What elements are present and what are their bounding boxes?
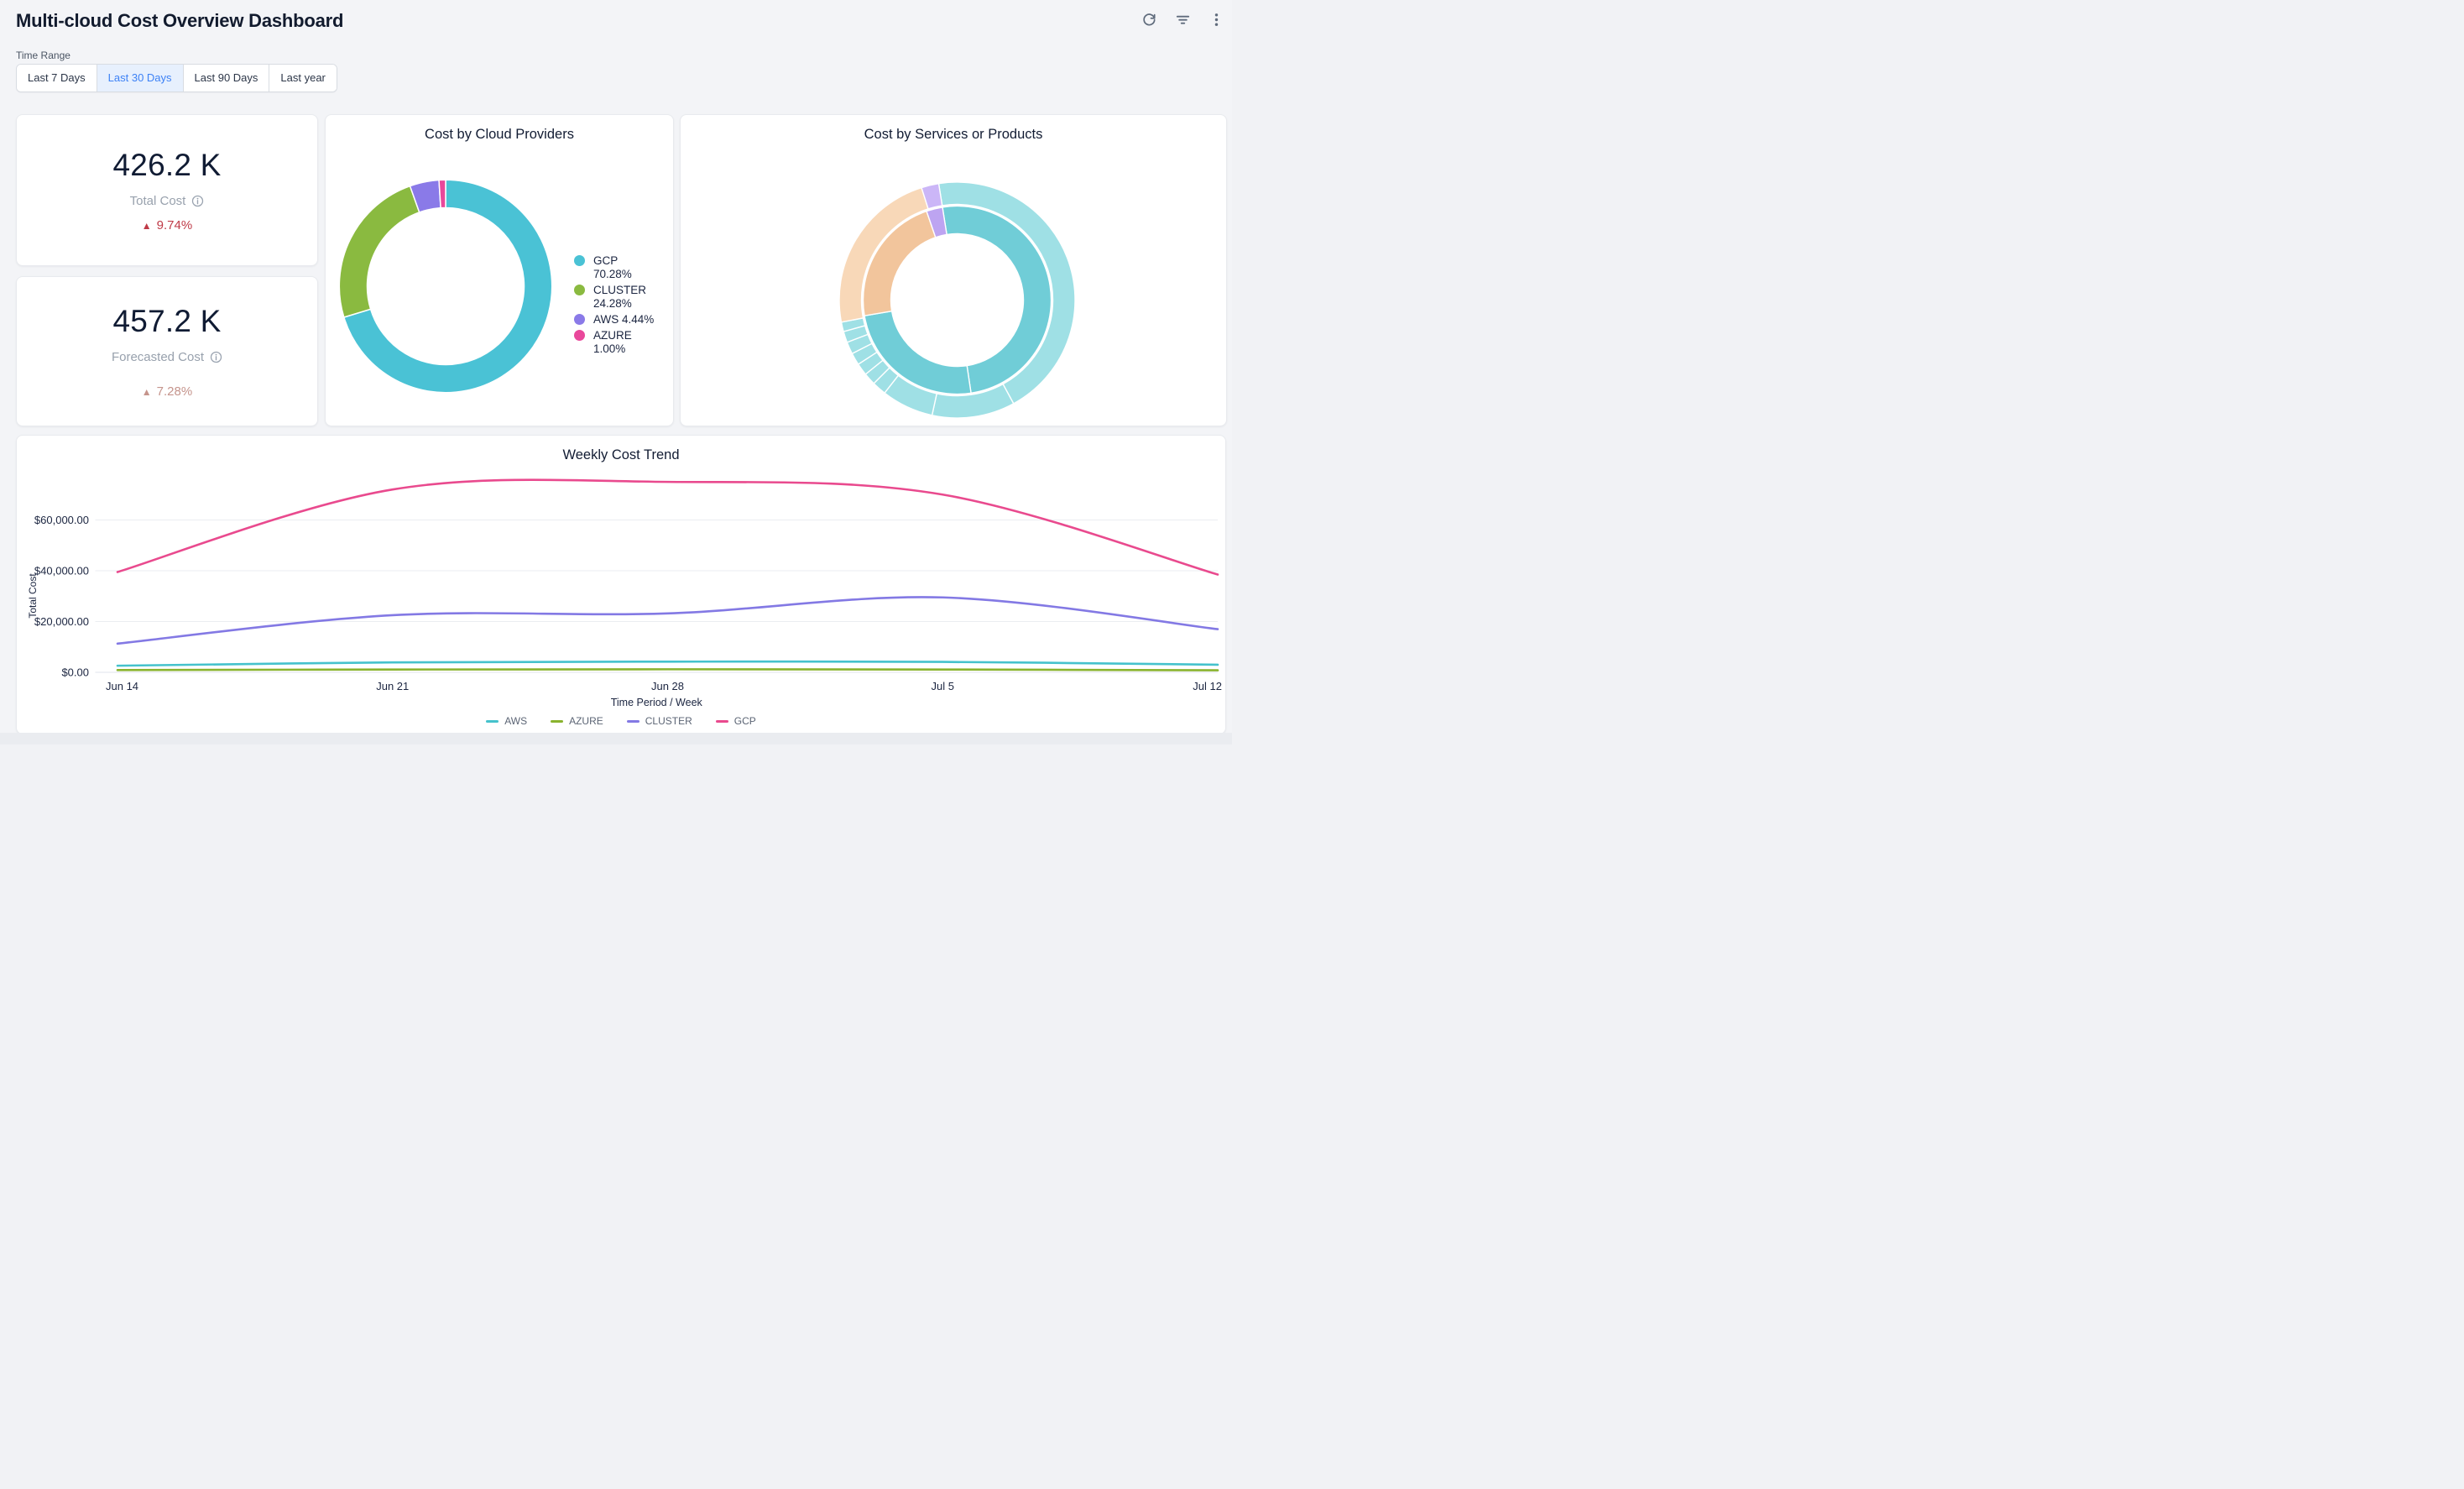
legend-label: GCP	[733, 715, 756, 727]
trend-legend-item-aws[interactable]: AWS	[486, 715, 527, 727]
kpi-card-total-cost: 426.2 K Total Cost ▲ 9.74%	[16, 114, 318, 266]
refresh-icon	[1141, 12, 1157, 28]
sunburst-inner-segment-0[interactable]	[942, 205, 1052, 394]
legend-label: AWS	[504, 715, 528, 727]
legend-item-aws[interactable]: AWS 4.44%	[574, 313, 656, 327]
x-tick-label: Jul 5	[932, 680, 954, 692]
page-title: Multi-cloud Cost Overview Dashboard	[16, 10, 344, 31]
forecasted-cost-label: Forecasted Cost	[111, 350, 205, 364]
delta-up-icon: ▲	[141, 385, 152, 398]
legend-label: CLUSTER 24.28%	[593, 283, 647, 310]
time-range-label: Time Range	[16, 50, 70, 61]
total-cost-value: 426.2 K	[112, 148, 222, 182]
time-range-last-7-days[interactable]: Last 7 Days	[17, 65, 97, 91]
delta-value: 7.28%	[156, 384, 193, 399]
refresh-button[interactable]	[1140, 10, 1158, 29]
legend-dash	[715, 719, 728, 723]
trend-line-cluster	[116, 596, 1219, 645]
delta-value: 9.74%	[156, 218, 193, 232]
donut-slice-azure[interactable]	[438, 179, 446, 209]
info-icon[interactable]	[191, 195, 204, 207]
forecasted-cost-delta: ▲ 7.28%	[142, 384, 192, 399]
legend-dot	[574, 255, 585, 266]
weekly-cost-trend-chart: $0.00 $20,000.00 $40,000.00 $60,000.00 Jun 1…	[27, 478, 1222, 708]
sunburst-outer-segment-11[interactable]	[921, 182, 943, 210]
bottom-band	[0, 733, 1232, 744]
donut-slice-gcp[interactable]	[342, 179, 553, 394]
legend-dot	[574, 313, 585, 325]
legend-label: AZURE	[569, 715, 603, 727]
legend-item-azure[interactable]: AZURE 1.00%	[574, 329, 656, 356]
trend-legend-item-gcp[interactable]: GCP	[715, 715, 756, 727]
trend-line-aws	[116, 660, 1219, 667]
legend-dot	[574, 329, 585, 341]
time-range-group: Last 7 Days Last 30 Days Last 90 Days La…	[16, 64, 337, 92]
forecasted-cost-value: 457.2 K	[112, 304, 222, 338]
trend-line-gcp	[116, 478, 1219, 576]
legend-dash	[551, 719, 564, 723]
y-tick-label: $40,000.00	[34, 565, 89, 577]
kpi-card-forecasted-cost: 457.2 K Forecasted Cost ▲ 7.28%	[16, 276, 318, 426]
cost-by-services-card: Cost by Services or Products	[680, 114, 1227, 426]
legend-dot	[574, 284, 585, 295]
legend-label: AWS 4.44%	[593, 312, 655, 326]
y-tick-label: $60,000.00	[34, 514, 89, 526]
legend-label: AZURE 1.00%	[593, 328, 632, 355]
more-options-button[interactable]	[1207, 10, 1225, 29]
delta-up-icon: ▲	[141, 219, 152, 232]
x-axis-title: Time Period / Week	[611, 697, 703, 708]
toolbar	[1140, 10, 1225, 29]
filter-button[interactable]	[1173, 10, 1192, 29]
time-range-last-90-days[interactable]: Last 90 Days	[183, 65, 270, 91]
cost-by-cloud-providers-card: Cost by Cloud Providers GCP 70.28% CLUSTE…	[325, 114, 674, 426]
x-tick-label: Jun 21	[376, 680, 409, 692]
weekly-cost-trend-card: Weekly Cost Trend $0.00 $20,000.00 $40,000…	[16, 435, 1226, 734]
legend-item-cluster[interactable]: CLUSTER 24.28%	[574, 284, 656, 311]
time-range-last-30-days[interactable]: Last 30 Days	[97, 65, 184, 91]
trend-line-azure	[116, 668, 1219, 671]
trend-legend: AWS AZURE CLUSTER GCP	[17, 715, 1225, 727]
donut-slice-cluster[interactable]	[338, 185, 420, 318]
y-tick-label: $20,000.00	[34, 615, 89, 628]
chart-title: Weekly Cost Trend	[562, 447, 680, 462]
chart-title: Cost by Cloud Providers	[425, 127, 574, 142]
kebab-menu-icon	[1209, 12, 1224, 28]
legend-label: CLUSTER	[645, 715, 692, 727]
filter-icon	[1175, 12, 1191, 28]
x-tick-label: Jun 14	[106, 680, 138, 692]
providers-donut-chart	[338, 179, 553, 394]
providers-donut-legend: GCP 70.28% CLUSTER 24.28% AWS 4.44% AZURE 1…	[574, 254, 656, 355]
sunburst-inner-segment-3[interactable]	[926, 206, 947, 238]
x-tick-label: Jun 28	[651, 680, 684, 692]
x-tick-label: Jul 12	[1193, 680, 1222, 692]
total-cost-delta: ▲ 9.74%	[142, 218, 192, 232]
legend-item-gcp[interactable]: GCP 70.28%	[574, 254, 656, 281]
trend-legend-item-azure[interactable]: AZURE	[551, 715, 603, 727]
trend-legend-item-cluster[interactable]: CLUSTER	[626, 715, 692, 727]
total-cost-label: Total Cost	[129, 194, 186, 208]
legend-dash	[486, 719, 499, 723]
chart-title: Cost by Services or Products	[864, 127, 1043, 142]
y-axis-title: Total Cost	[27, 573, 39, 619]
services-sunburst-chart	[838, 181, 1076, 419]
dashboard-page: Multi-cloud Cost Overview Dashboard	[0, 0, 1232, 744]
legend-dash	[626, 719, 639, 723]
time-range-last-year[interactable]: Last year	[269, 65, 337, 91]
y-tick-label: $0.00	[61, 666, 89, 679]
legend-label: GCP 70.28%	[593, 254, 632, 280]
info-icon[interactable]	[210, 351, 222, 363]
